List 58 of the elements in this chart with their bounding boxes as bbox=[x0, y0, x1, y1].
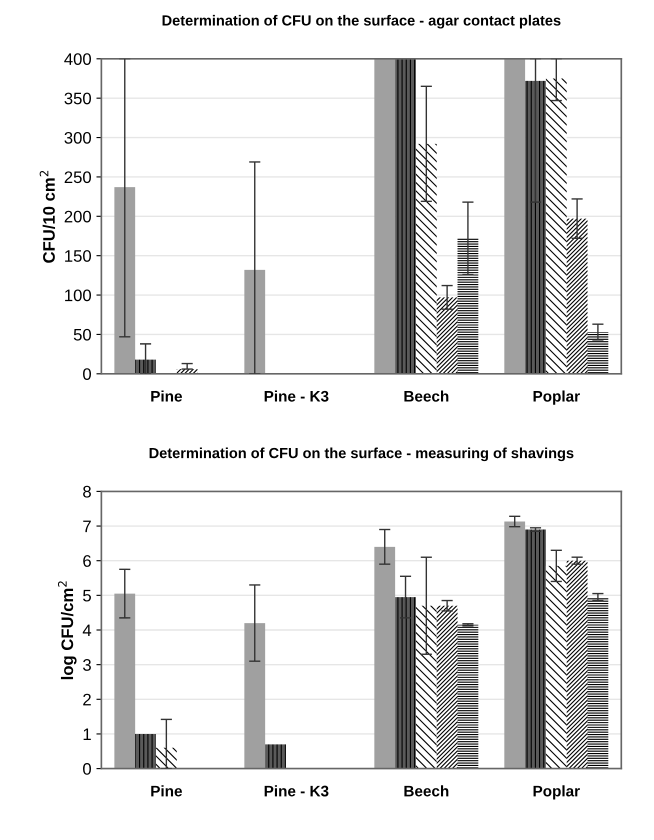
chart-title: Determination of CFU on the surface - agar contact plates bbox=[162, 14, 560, 29]
bar bbox=[244, 623, 266, 769]
bar bbox=[504, 522, 526, 769]
y-tick-label: 350 bbox=[64, 92, 91, 104]
bar bbox=[244, 270, 266, 374]
y-tick-label: 50 bbox=[74, 328, 91, 341]
chart-title: Determination of CFU on the surface - measuring of shavings bbox=[150, 448, 574, 462]
x-tick-label: Pine - K3 bbox=[264, 390, 328, 402]
y-tick-label: 0 bbox=[83, 368, 91, 380]
y-tick-label: 3 bbox=[83, 659, 91, 671]
bar bbox=[588, 332, 608, 374]
y-tick-label: 200 bbox=[64, 210, 91, 223]
bar bbox=[458, 624, 478, 769]
x-tick-label: Beech bbox=[404, 785, 448, 796]
y-tick-label: 7 bbox=[83, 520, 91, 532]
bar bbox=[114, 187, 136, 374]
x-tick-label: Pine bbox=[151, 390, 182, 402]
y-axis-title: CFU/10 cm$^{2}$ bbox=[40, 170, 56, 263]
x-tick-label: Poplar bbox=[534, 390, 580, 405]
bar bbox=[374, 58, 396, 374]
bar bbox=[374, 546, 396, 769]
bar bbox=[458, 238, 478, 374]
bar bbox=[504, 58, 526, 374]
bar bbox=[135, 734, 156, 769]
bar bbox=[395, 58, 416, 374]
y-tick-label: 100 bbox=[65, 289, 91, 302]
y-tick-label: 1 bbox=[84, 728, 91, 740]
y-tick-label: 4 bbox=[82, 624, 92, 636]
y-tick-label: 5 bbox=[83, 590, 91, 602]
bar bbox=[588, 597, 608, 769]
x-tick-label: Beech bbox=[404, 390, 448, 402]
y-tick-label: 300 bbox=[64, 132, 91, 144]
bar bbox=[395, 597, 416, 769]
y-axis-title: log CFU/cm$^{2}$ bbox=[58, 581, 77, 680]
bar bbox=[114, 594, 136, 769]
y-tick-label: 400 bbox=[64, 53, 91, 66]
bar bbox=[566, 218, 588, 374]
bar bbox=[265, 744, 286, 769]
y-tick-label: 6 bbox=[83, 555, 91, 567]
y-tick-label: 8 bbox=[83, 486, 91, 498]
bar bbox=[436, 297, 458, 374]
y-tick-label: 250 bbox=[64, 171, 91, 184]
bar bbox=[525, 80, 546, 374]
bar bbox=[156, 748, 177, 769]
y-tick-label: 150 bbox=[65, 250, 91, 262]
bar bbox=[416, 144, 437, 374]
y-tick-label: 2 bbox=[83, 694, 91, 706]
x-tick-label: Pine bbox=[151, 785, 182, 796]
bar bbox=[416, 606, 437, 769]
bar bbox=[546, 78, 567, 374]
x-tick-label: Pine - K3 bbox=[264, 785, 328, 797]
bar bbox=[546, 566, 567, 769]
x-tick-label: Poplar bbox=[534, 785, 580, 800]
bar bbox=[566, 560, 588, 769]
bar bbox=[525, 530, 546, 769]
y-tick-label: 0 bbox=[83, 763, 91, 775]
bar bbox=[135, 360, 156, 374]
bar bbox=[436, 606, 458, 769]
